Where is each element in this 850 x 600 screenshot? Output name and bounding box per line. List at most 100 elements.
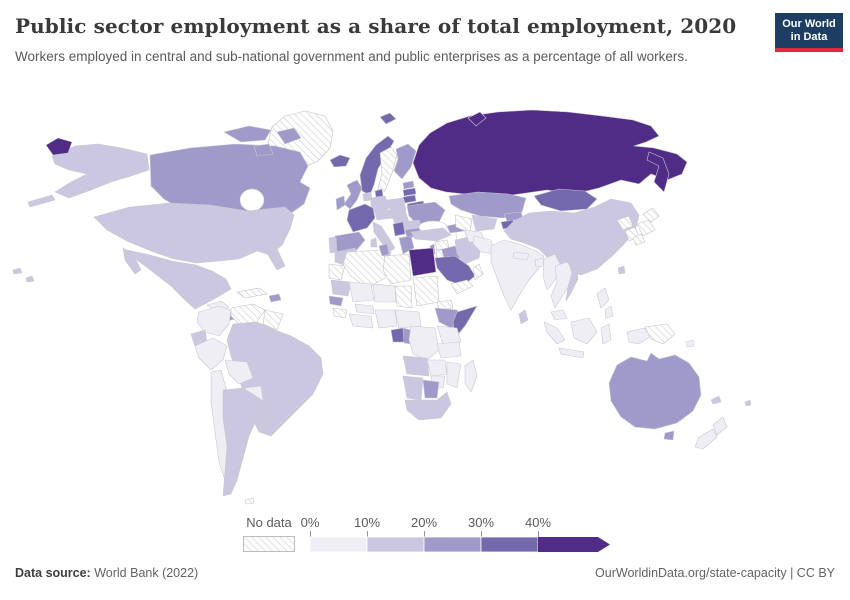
country-mauritania[interactable] [330, 279, 352, 297]
legend-bin-10-20[interactable] [366, 536, 425, 553]
country-italy[interactable] [372, 221, 396, 253]
legend-bin-20-30[interactable] [423, 536, 482, 553]
legend-bin-40-plus[interactable] [538, 537, 610, 552]
country-poland[interactable] [386, 197, 407, 214]
country-nigeria[interactable] [374, 309, 398, 329]
country-turkey[interactable] [410, 227, 452, 242]
country-senegal[interactable] [328, 295, 344, 307]
country-zambia[interactable] [426, 359, 448, 377]
country-south-africa[interactable] [404, 391, 452, 421]
country-austria[interactable] [374, 209, 394, 221]
country-japan[interactable] [636, 219, 656, 237]
country-japan[interactable] [642, 207, 660, 223]
country-pakistan[interactable] [472, 235, 496, 255]
country-estonia[interactable] [402, 180, 415, 190]
country-mexico[interactable] [122, 247, 142, 275]
country-iceland[interactable] [329, 154, 351, 168]
country-egypt[interactable] [408, 247, 437, 277]
country-argentina[interactable] [222, 387, 268, 497]
country-bolivia[interactable] [224, 359, 254, 385]
country-uruguay[interactable] [260, 413, 274, 429]
country-canada[interactable] [253, 143, 274, 157]
country-mongolia[interactable] [533, 188, 598, 212]
country-cuba[interactable] [236, 287, 268, 299]
country-russia[interactable] [467, 111, 487, 127]
country-eritrea[interactable] [436, 299, 454, 311]
country-portugal[interactable] [328, 236, 338, 254]
country-greece[interactable] [398, 235, 415, 255]
country-solomon-islands[interactable] [685, 339, 695, 348]
country-denmark[interactable] [374, 188, 384, 198]
country-new-caledonia[interactable] [710, 395, 722, 405]
legend-bin-30-40[interactable] [480, 536, 539, 553]
country-united-states[interactable] [12, 267, 23, 275]
no-data-swatch[interactable] [243, 536, 295, 552]
country-dominican-republic[interactable] [268, 293, 282, 303]
country-tunisia[interactable] [378, 243, 390, 257]
country-sri-lanka[interactable] [518, 309, 529, 325]
country-mexico[interactable] [126, 249, 232, 310]
owid-logo[interactable]: Our World in Data [775, 13, 843, 53]
legend-bin-0-10[interactable] [310, 536, 368, 553]
country-india[interactable] [490, 239, 545, 311]
country-nepal[interactable] [512, 251, 530, 261]
country-tanzania[interactable] [436, 341, 462, 359]
country-sweden[interactable] [376, 146, 398, 194]
country-svalbard[interactable] [379, 112, 397, 125]
country-united-states[interactable] [25, 275, 35, 283]
country-sudan[interactable] [412, 275, 440, 307]
country-angola[interactable] [402, 355, 430, 377]
country-somalia[interactable] [452, 305, 478, 339]
country-chad[interactable] [394, 285, 413, 309]
country-new-zealand[interactable] [712, 416, 728, 436]
country-guyana[interactable] [262, 309, 284, 331]
country-canada[interactable] [276, 127, 302, 145]
country-yemen[interactable] [450, 279, 474, 295]
country-serbia[interactable] [392, 221, 406, 237]
country-united-states[interactable] [27, 194, 56, 208]
country-australia[interactable] [663, 430, 675, 441]
country-russia[interactable] [45, 137, 73, 156]
country-madagascar[interactable] [464, 359, 478, 393]
country-guinea[interactable] [332, 307, 348, 319]
country-kenya[interactable] [436, 325, 462, 345]
country-new-zealand[interactable] [694, 428, 718, 450]
country-indonesia[interactable] [626, 327, 652, 345]
country-cameroon[interactable] [394, 309, 422, 329]
country-peru[interactable] [194, 337, 228, 371]
country-burkina-faso[interactable] [354, 303, 375, 315]
country-australia[interactable] [608, 352, 702, 430]
country-niger[interactable] [372, 283, 397, 303]
country-falkland-islands[interactable] [244, 497, 255, 505]
country-uzbekistan[interactable] [471, 214, 498, 232]
country-mali[interactable] [348, 281, 375, 303]
country-indonesia[interactable] [543, 321, 566, 345]
country-finland[interactable] [393, 143, 417, 180]
country-western-sahara[interactable] [328, 263, 346, 281]
country-netherlands[interactable] [362, 191, 373, 202]
country-latvia[interactable] [402, 187, 417, 197]
country-taiwan[interactable] [617, 265, 626, 275]
country-mozambique[interactable] [446, 361, 462, 389]
country-papua-new-guinea[interactable] [644, 323, 676, 345]
country-venezuela[interactable] [230, 303, 266, 325]
country-canada[interactable] [223, 125, 272, 143]
country-philippines[interactable] [596, 287, 610, 309]
country-indonesia[interactable] [570, 317, 598, 345]
country-russia[interactable] [412, 109, 688, 199]
country-dr-congo[interactable] [408, 325, 440, 361]
country-colombia[interactable] [196, 305, 232, 337]
country-japan[interactable] [632, 233, 646, 246]
country-namibia[interactable] [402, 375, 424, 401]
country-philippines[interactable] [604, 305, 614, 319]
country-united-states[interactable] [51, 143, 150, 199]
country-united-kingdom[interactable] [343, 179, 363, 210]
country-oman[interactable] [472, 263, 484, 281]
country-france[interactable] [346, 203, 376, 233]
country-botswana[interactable] [422, 379, 440, 399]
owid-link[interactable]: OurWorldinData.org/state-capacity [595, 566, 787, 580]
country-libya[interactable] [382, 253, 412, 285]
country-indonesia[interactable] [600, 323, 612, 345]
country-north-korea[interactable] [616, 215, 634, 231]
country-ireland[interactable] [335, 195, 346, 211]
